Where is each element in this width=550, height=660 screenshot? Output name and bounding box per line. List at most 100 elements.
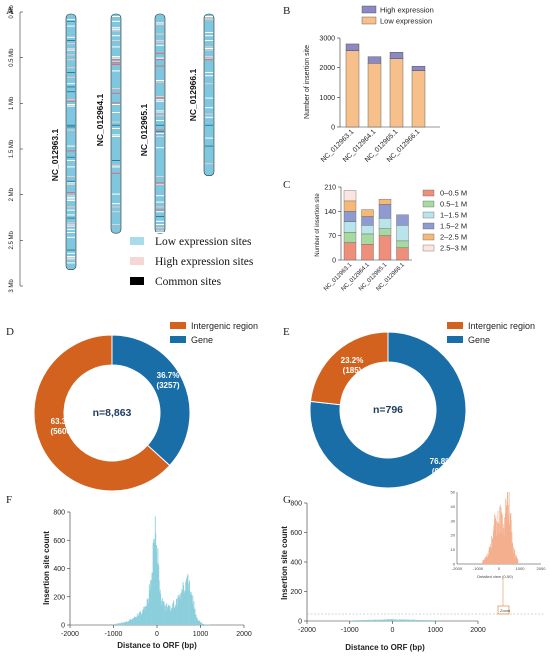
panel-b-x-labels: NC_012963.1NC_012964.1NC_012965.1NC_0129… xyxy=(320,128,422,164)
histogram-bar xyxy=(355,620,357,621)
histogram-bar xyxy=(137,615,139,625)
histogram-bar xyxy=(172,603,174,625)
chromosome-site xyxy=(156,131,164,133)
chromosome-site xyxy=(67,232,75,233)
histogram-bar xyxy=(176,599,177,625)
chromosome-site xyxy=(112,57,120,59)
chromosome-site xyxy=(112,166,120,168)
chromosome-site xyxy=(156,132,164,134)
histogram-bar xyxy=(204,624,206,625)
panel-c-legend-label: 0–0.5 M xyxy=(440,189,467,198)
panel-b-tick-label: 3000 xyxy=(319,36,335,43)
histogram-bar xyxy=(166,603,168,625)
histogram-bar xyxy=(433,620,435,621)
histogram-bar xyxy=(423,620,425,621)
panel-a-chromosomes: NC_012963.1 NC_012964.1 NC_012965.1 NC_0129… xyxy=(50,13,215,271)
histogram-bar xyxy=(160,593,162,625)
histogram-bar xyxy=(353,620,355,621)
histogram-bar xyxy=(149,590,151,625)
histogram-bar xyxy=(126,621,127,625)
histogram-bar xyxy=(378,619,380,621)
legend-low-label: Low expression sites xyxy=(155,236,252,248)
inset-histogram-bar xyxy=(516,556,518,564)
histogram-bar xyxy=(388,619,390,621)
panel-c-bar-segment xyxy=(378,235,392,261)
histogram-bar xyxy=(384,619,386,621)
histogram-bar xyxy=(171,608,173,625)
chromosome-site xyxy=(112,60,120,62)
histogram-bar xyxy=(199,622,201,625)
histogram-bar xyxy=(426,620,428,621)
inset-histogram-bar xyxy=(515,556,516,564)
histogram-bar xyxy=(192,607,194,625)
histogram-bar xyxy=(139,611,141,625)
chromosome-site xyxy=(156,227,164,229)
histogram-bar xyxy=(381,619,382,621)
histogram-bar xyxy=(428,620,429,621)
histogram-bar xyxy=(426,620,427,621)
histogram-bar xyxy=(182,582,184,625)
histogram-bar xyxy=(161,605,163,625)
inset-histogram-bar xyxy=(517,559,519,564)
histogram-bar xyxy=(356,620,358,621)
chromosome-site xyxy=(67,228,75,230)
histogram-bar xyxy=(414,619,416,621)
panel-a-tick-label: 2 Mb xyxy=(9,187,15,201)
chromosome-site xyxy=(67,99,75,101)
panel-g-xlabel: Distance to ORF (bp) xyxy=(345,643,425,652)
histogram-bar xyxy=(351,620,353,621)
histogram-bar xyxy=(124,622,126,625)
chromosome-site xyxy=(67,222,75,224)
chromosome-site xyxy=(67,76,75,78)
histogram-bar xyxy=(410,620,412,621)
histogram-bar xyxy=(184,593,186,625)
inset-x-tick-label: -1000 xyxy=(473,566,484,571)
histogram-bar xyxy=(147,603,149,625)
y-tick-label: 600 xyxy=(290,530,302,537)
chromosome-site xyxy=(205,56,213,57)
x-tick-label: 1000 xyxy=(193,631,209,638)
histogram-bar xyxy=(431,620,433,621)
histogram-bar xyxy=(170,610,171,625)
histogram-bar xyxy=(408,619,410,621)
panel-b-bar xyxy=(389,58,404,128)
inset-x-tick-label: 2000 xyxy=(537,566,547,571)
histogram-bar xyxy=(364,620,366,621)
chromosome-site xyxy=(156,52,164,54)
panel-c-legend-swatch xyxy=(422,222,435,230)
inset-ticks: 0 10 20 30 40 50 -2000 -1000 0 1000 2000 xyxy=(451,490,547,572)
chromosome-site xyxy=(67,72,75,73)
histogram-bar xyxy=(204,624,206,625)
chromosome-bar xyxy=(203,13,215,176)
x-tick-label: -1000 xyxy=(105,631,123,638)
histogram-bar xyxy=(357,620,359,621)
panel-c-legend-label: 1–1.5 M xyxy=(440,211,467,220)
inset-xlabel: Detailed view (0-50) xyxy=(477,574,513,579)
chromosome-site xyxy=(156,184,164,185)
histogram-bar xyxy=(174,606,176,625)
panel-c-ticks: 0 70 140 210 xyxy=(324,185,341,265)
histogram-bar xyxy=(390,619,392,621)
chromosome-site xyxy=(67,249,75,251)
chromosome-name: NC_012964.1 xyxy=(95,94,105,147)
chromosome-site xyxy=(156,81,164,83)
histogram-bar xyxy=(402,619,404,621)
histogram-bar xyxy=(146,598,148,625)
histogram-bar xyxy=(185,579,187,625)
chromosome-site xyxy=(67,86,75,88)
chromosome-site xyxy=(67,198,75,200)
histogram-bar xyxy=(416,620,418,621)
y-tick-label: 400 xyxy=(290,560,302,567)
panel-label-f: F xyxy=(6,494,12,506)
histogram-bar xyxy=(121,622,123,625)
panel-c-bar-segment xyxy=(361,225,374,235)
histogram-bar xyxy=(152,542,154,625)
chromosome-site xyxy=(112,224,120,225)
histogram-bar xyxy=(420,619,422,621)
histogram-bar xyxy=(182,590,183,625)
histogram-bar xyxy=(162,601,164,625)
histogram-bar xyxy=(184,591,186,625)
panel-c-legend-label: 2.5–3 M xyxy=(440,244,467,253)
histogram-bar xyxy=(192,595,194,625)
histogram-bar xyxy=(203,624,205,625)
